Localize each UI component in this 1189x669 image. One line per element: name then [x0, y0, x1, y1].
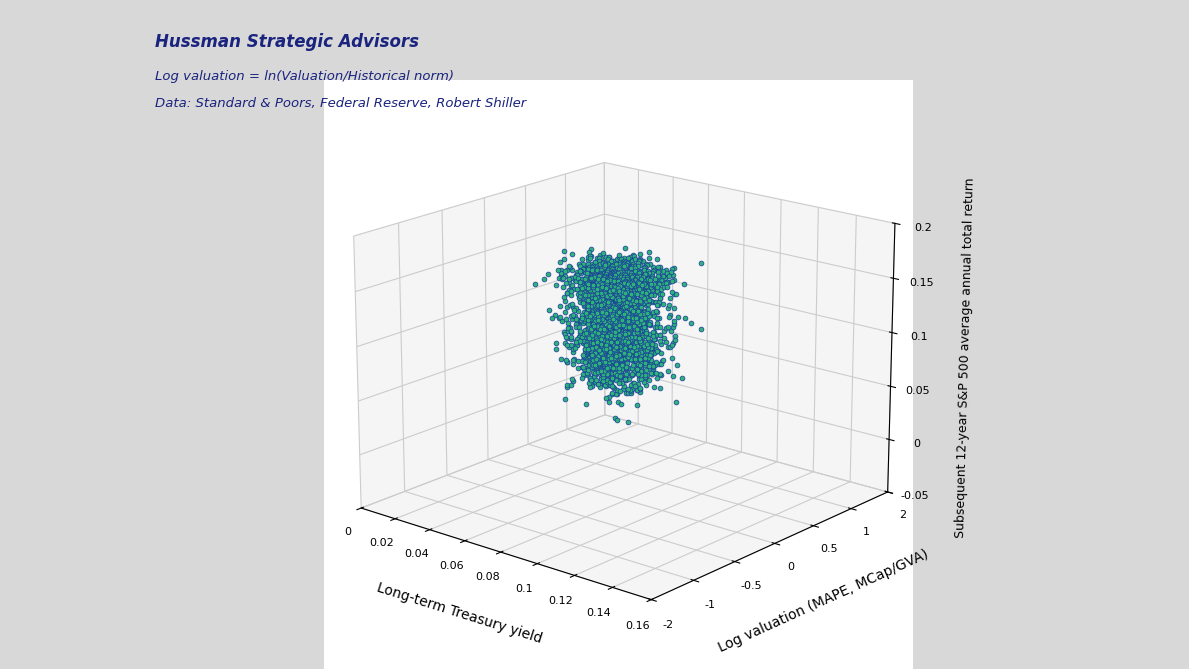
Text: Log valuation = ln(Valuation/Historical norm): Log valuation = ln(Valuation/Historical … [155, 70, 453, 83]
Text: Hussman Strategic Advisors: Hussman Strategic Advisors [155, 33, 419, 51]
Text: Data: Standard & Poors, Federal Reserve, Robert Shiller: Data: Standard & Poors, Federal Reserve,… [155, 97, 526, 110]
Y-axis label: Log valuation (MAPE, MCap/GVA): Log valuation (MAPE, MCap/GVA) [716, 547, 931, 655]
X-axis label: Long-term Treasury yield: Long-term Treasury yield [375, 581, 543, 646]
